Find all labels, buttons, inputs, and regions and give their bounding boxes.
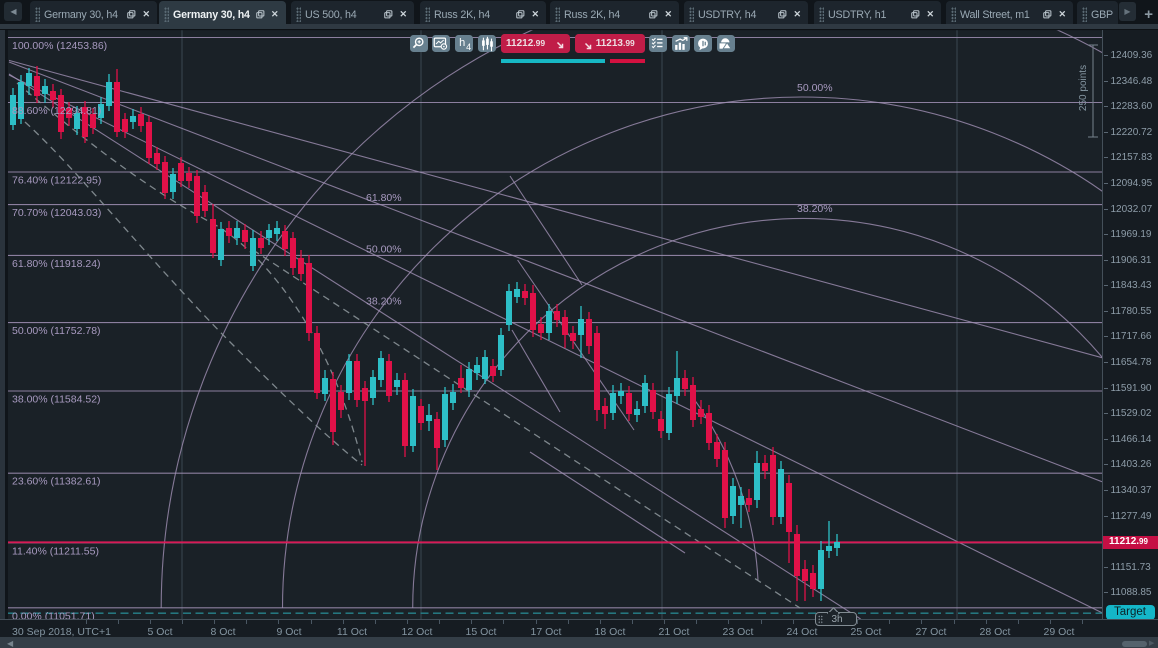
svg-text:23.60% (11382.61): 23.60% (11382.61) — [12, 476, 101, 488]
svg-text:38.00% (11584.52): 38.00% (11584.52) — [12, 394, 101, 406]
svg-text:38.20%: 38.20% — [366, 296, 402, 308]
svg-text:11.40% (11211.55): 11.40% (11211.55) — [12, 545, 99, 557]
svg-text:70.70% (12043.03): 70.70% (12043.03) — [12, 207, 101, 219]
svg-text:50.00%: 50.00% — [797, 82, 833, 94]
svg-text:61.80%: 61.80% — [366, 192, 402, 204]
svg-text:88.60% (12294.81): 88.60% (12294.81) — [12, 105, 101, 117]
svg-text:0.00% (11051.71): 0.00% (11051.71) — [12, 610, 95, 622]
svg-text:250 points: 250 points — [1078, 65, 1089, 111]
svg-text:61.80% (11918.24): 61.80% (11918.24) — [12, 258, 101, 270]
svg-text:38.20%: 38.20% — [797, 203, 833, 215]
svg-text:100.00% (12453.86): 100.00% (12453.86) — [12, 40, 107, 52]
svg-text:76.40% (12122.95): 76.40% (12122.95) — [12, 175, 101, 187]
svg-text:50.00% (11752.78): 50.00% (11752.78) — [12, 325, 101, 337]
svg-text:50.00%: 50.00% — [366, 244, 402, 256]
